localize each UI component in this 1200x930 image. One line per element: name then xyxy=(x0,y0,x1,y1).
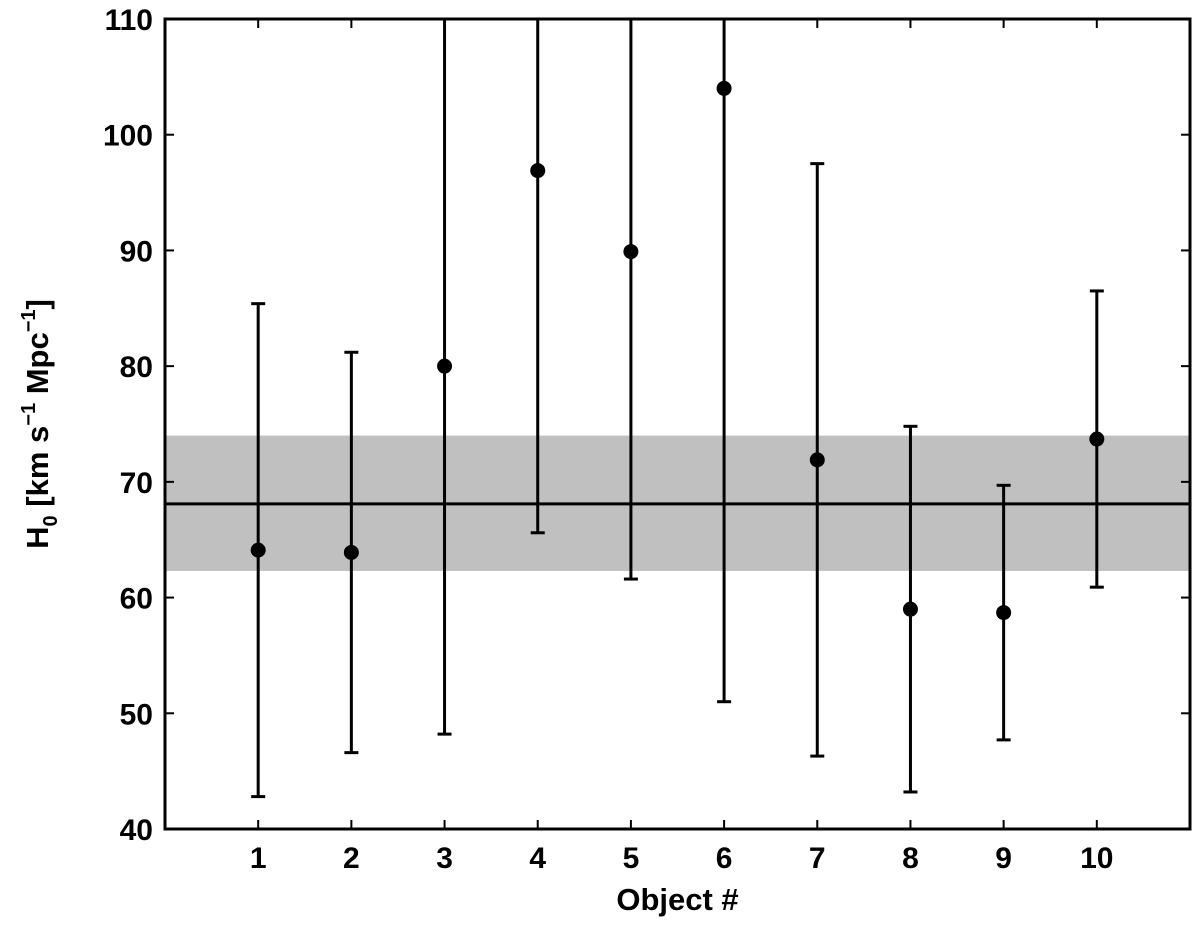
error-bar-layer xyxy=(251,19,1104,799)
x-tick-label: 9 xyxy=(995,842,1012,875)
y-axis-title-exponent-1: −1 xyxy=(18,403,40,426)
y-axis-title-unit-close: ] xyxy=(20,299,55,309)
x-tick-label: 2 xyxy=(343,842,360,875)
data-point xyxy=(996,605,1012,621)
y-axis-title-subscript: 0 xyxy=(40,515,62,526)
y-axis-ticks: 40 50 60 70 80 90 100 110 xyxy=(103,4,1190,847)
y-axis-title-unit-open: [km s xyxy=(20,426,55,516)
x-tick-label: 7 xyxy=(809,842,826,875)
y-tick-label: 70 xyxy=(120,467,153,500)
data-point xyxy=(716,80,732,96)
error-bar xyxy=(437,19,452,736)
data-point-layer xyxy=(250,80,1105,621)
data-point xyxy=(1089,431,1105,447)
y-tick-label: 110 xyxy=(105,4,153,37)
data-point xyxy=(623,244,639,260)
data-point xyxy=(343,544,359,560)
y-axis-title: H0 [km s−1 Mpc−1] xyxy=(18,299,62,549)
y-tick-label: 90 xyxy=(120,235,153,268)
y-tick-label: 100 xyxy=(103,120,153,153)
data-point xyxy=(530,163,546,179)
data-point xyxy=(809,452,825,468)
y-tick-label: 60 xyxy=(120,583,153,616)
x-axis-ticks: 1 2 3 4 5 6 7 8 9 10 xyxy=(250,19,1114,875)
x-tick-label: 3 xyxy=(436,842,453,875)
y-axis-title-unit-mid: Mpc xyxy=(20,332,55,403)
y-axis-title-symbol: H xyxy=(20,526,55,548)
y-axis-title-exponent-2: −1 xyxy=(18,309,40,332)
error-bar xyxy=(623,19,638,581)
error-bar xyxy=(717,19,732,704)
error-bar xyxy=(530,19,545,535)
y-tick-label: 40 xyxy=(120,814,153,847)
y-tick-label: 80 xyxy=(120,351,153,384)
x-tick-label: 6 xyxy=(716,842,733,875)
data-point xyxy=(250,542,266,558)
plot-frame xyxy=(163,17,1192,831)
x-tick-label: 4 xyxy=(529,842,546,875)
data-point xyxy=(902,601,918,617)
x-axis-title: Object # xyxy=(616,882,738,917)
x-tick-label: 1 xyxy=(250,842,267,875)
x-tick-label: 8 xyxy=(902,842,919,875)
x-tick-label: 10 xyxy=(1080,842,1113,875)
data-point xyxy=(437,358,453,374)
x-tick-label: 5 xyxy=(623,842,640,875)
y-tick-label: 50 xyxy=(120,698,153,731)
